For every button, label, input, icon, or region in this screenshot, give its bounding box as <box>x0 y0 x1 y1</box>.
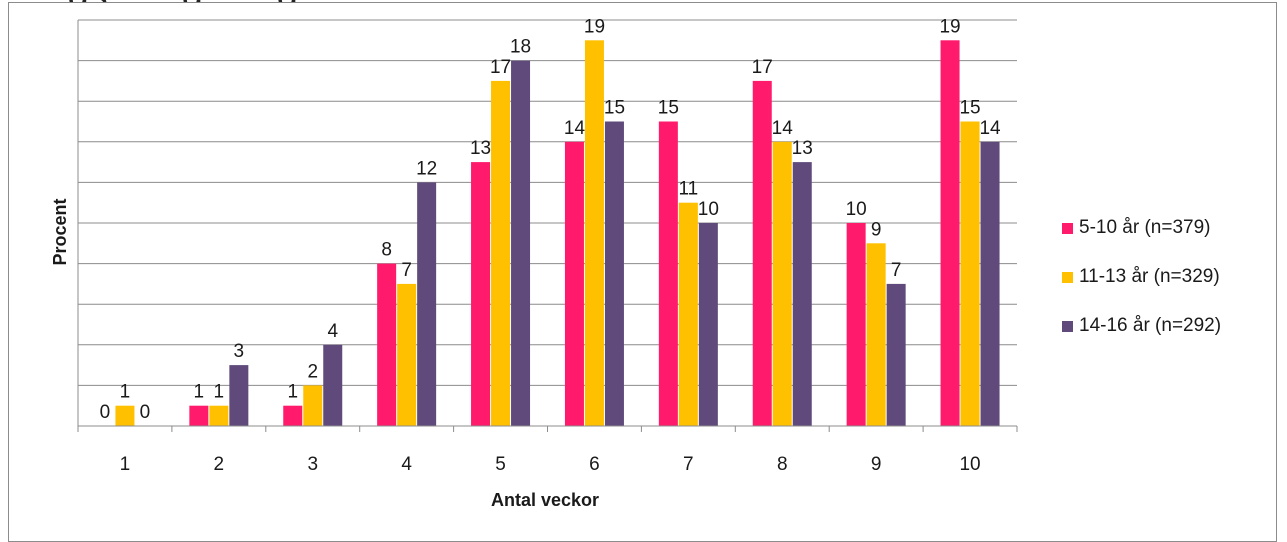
bar <box>115 405 135 426</box>
bar <box>846 223 866 426</box>
bar <box>604 121 624 426</box>
data-label: 14 <box>772 118 794 139</box>
data-label: 15 <box>658 98 679 119</box>
bar <box>303 385 323 426</box>
data-label: 19 <box>584 16 605 37</box>
bar <box>678 202 698 426</box>
x-axis: 1 2 3 4 5 6 7 8 9 10 <box>77 20 1018 475</box>
bar <box>511 60 531 426</box>
legend-label: 14-16 år (n=292) <box>1079 315 1222 336</box>
bar <box>980 141 1000 427</box>
y-axis-title: Procent <box>50 198 70 265</box>
data-label: 12 <box>416 158 437 179</box>
bar <box>229 365 249 426</box>
bar <box>886 283 906 426</box>
legend-swatch <box>1062 320 1073 332</box>
data-label: 11 <box>678 179 698 200</box>
x-axis-title: Antal veckor <box>491 490 599 510</box>
bar <box>940 40 960 427</box>
data-label: 15 <box>959 98 980 119</box>
data-label: 7 <box>891 260 902 281</box>
data-label: 4 <box>327 321 338 342</box>
data-label: 1 <box>287 382 298 403</box>
legend-swatch <box>1062 222 1073 234</box>
data-label: 1 <box>120 382 131 403</box>
legend-label: 11-13 år (n=329) <box>1079 266 1220 287</box>
data-label: 19 <box>939 16 960 37</box>
data-label: 17 <box>752 57 773 78</box>
bar <box>960 121 980 426</box>
data-label: 15 <box>604 98 625 119</box>
legend-swatch <box>1062 271 1073 283</box>
x-tick-label: 9 <box>871 454 882 475</box>
data-label: 0 <box>140 402 151 423</box>
bar <box>189 405 209 426</box>
x-tick-label: 5 <box>495 454 506 475</box>
data-label: 0 <box>100 402 111 423</box>
data-label: 14 <box>564 118 586 139</box>
data-label: 10 <box>698 199 719 220</box>
x-tick-label: 1 <box>120 454 131 475</box>
legend-item: 11-13 år (n=329) <box>1062 266 1221 287</box>
bars <box>115 40 1000 427</box>
bar <box>866 243 886 426</box>
data-label: 2 <box>307 361 318 382</box>
bar <box>209 405 229 426</box>
data-label: 14 <box>979 118 1001 139</box>
data-label: 1 <box>194 382 205 403</box>
bar <box>377 263 397 426</box>
data-label: 13 <box>792 138 813 159</box>
legend-item: 5-10 år (n=379) <box>1062 217 1221 238</box>
data-label: 9 <box>871 219 882 240</box>
bar <box>752 80 772 427</box>
x-tick-label: 7 <box>683 454 694 475</box>
data-label: 8 <box>381 240 392 261</box>
bar <box>584 40 604 427</box>
bar <box>417 182 437 426</box>
data-label: 17 <box>490 57 511 78</box>
data-label: 1 <box>214 382 225 403</box>
x-tick-label: 6 <box>589 454 600 475</box>
legend-item: 14-16 år (n=292) <box>1062 315 1222 336</box>
data-label: 10 <box>846 199 867 220</box>
bar <box>283 405 303 426</box>
data-label: 18 <box>510 37 531 58</box>
bar <box>471 162 491 426</box>
legend: 5-10 år (n=379) 11-13 år (n=329) 14-16 å… <box>1062 217 1222 365</box>
bar <box>772 141 792 427</box>
x-tick-label: 10 <box>959 454 980 475</box>
bar <box>397 283 417 426</box>
data-label: 3 <box>234 341 245 362</box>
x-tick-label: 2 <box>214 454 225 475</box>
bar <box>792 162 812 426</box>
legend-label: 5-10 år (n=379) <box>1079 217 1211 238</box>
bar <box>658 121 678 426</box>
bar <box>491 80 511 427</box>
x-tick-label: 4 <box>401 454 412 475</box>
bar <box>323 344 343 426</box>
bar <box>698 223 718 426</box>
x-tick-label: 3 <box>307 454 318 475</box>
x-tick-label: 8 <box>777 454 788 475</box>
data-label: 13 <box>470 138 491 159</box>
data-label: 7 <box>401 260 412 281</box>
bar <box>564 141 584 427</box>
